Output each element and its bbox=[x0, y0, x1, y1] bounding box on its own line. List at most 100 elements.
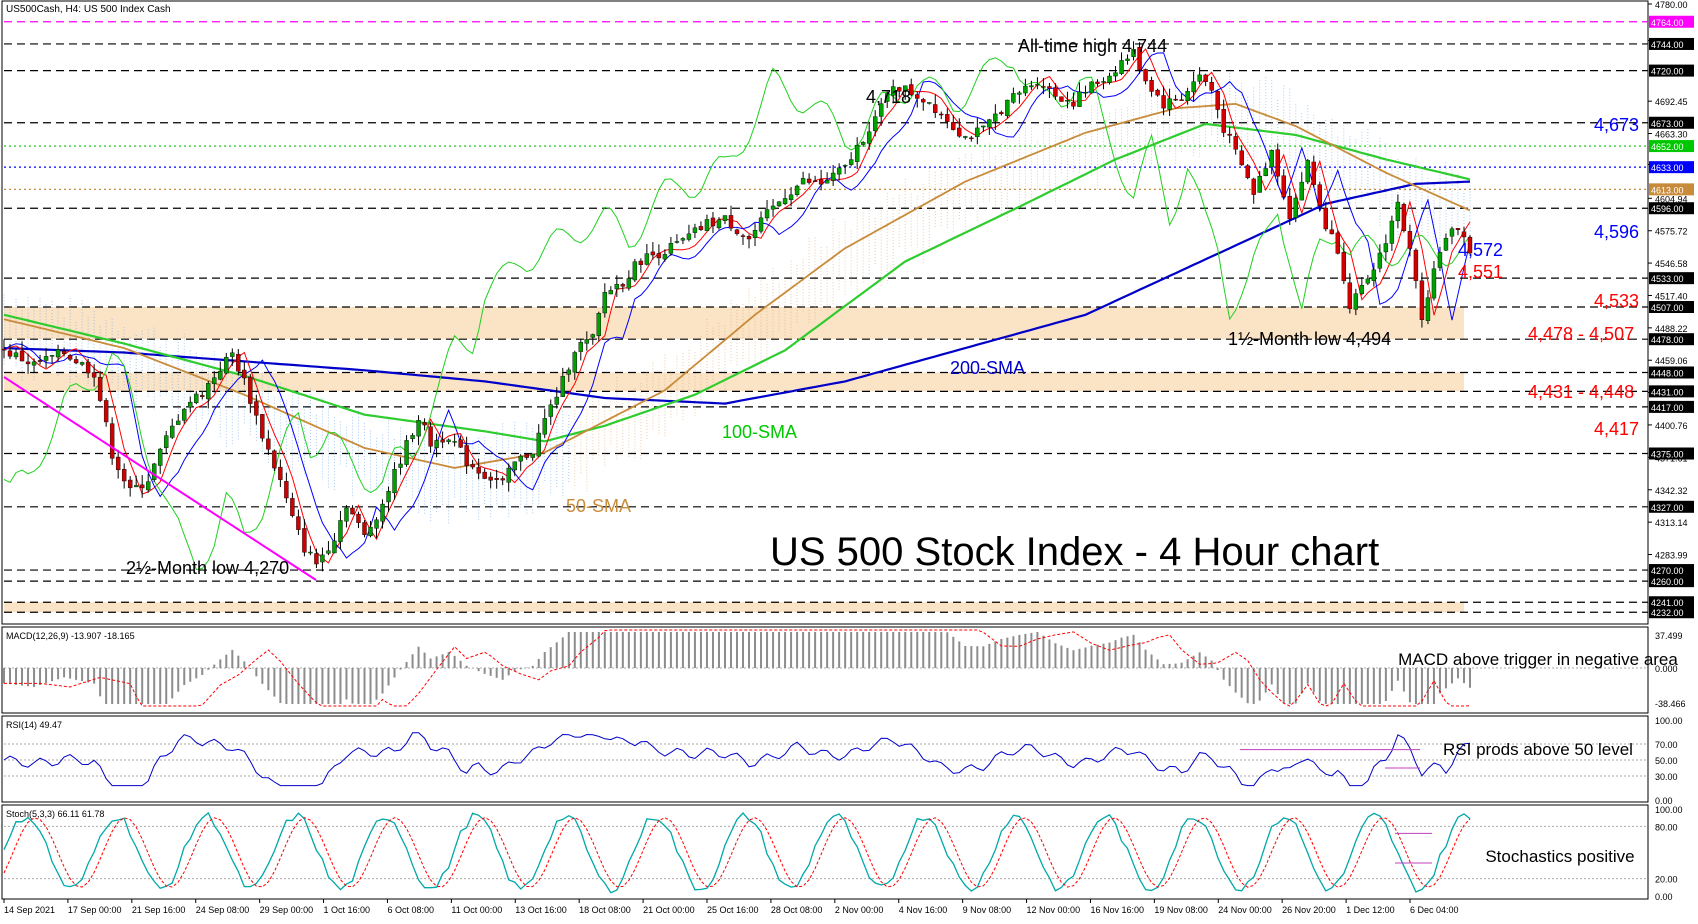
candle-body-124 bbox=[746, 236, 752, 240]
macd-note: MACD above trigger in negative area bbox=[1398, 650, 1678, 669]
candle-body-170 bbox=[1023, 85, 1028, 94]
candle-body-98 bbox=[590, 334, 596, 338]
candle-body-225 bbox=[1353, 293, 1359, 310]
candle-body-188 bbox=[1131, 49, 1136, 57]
date-label-0: 14 Sep 2021 bbox=[4, 905, 55, 915]
rsi-note: RSI prods above 50 level bbox=[1443, 740, 1633, 759]
trendline bbox=[3, 376, 317, 581]
candle-body-165 bbox=[993, 113, 998, 122]
candle-body-66 bbox=[398, 463, 403, 468]
candle-body-4 bbox=[25, 361, 31, 365]
candle-body-61 bbox=[368, 526, 373, 537]
candle-body-23 bbox=[139, 484, 145, 489]
candle-body-178 bbox=[1071, 102, 1076, 107]
level-tag-bg-18 bbox=[1649, 596, 1694, 609]
stoch-axis-label-1: 80.00 bbox=[1655, 822, 1678, 832]
level-tag-bg-5 bbox=[1649, 161, 1694, 174]
price-axis-label-12: 4400.76 bbox=[1655, 421, 1688, 431]
candle-body-53 bbox=[320, 554, 325, 563]
date-label-16: 12 Nov 00:00 bbox=[1027, 905, 1081, 915]
candle-body-146 bbox=[878, 103, 884, 117]
candle-body-69 bbox=[416, 420, 421, 437]
date-label-5: 1 Oct 16:00 bbox=[324, 905, 371, 915]
candle-body-40 bbox=[242, 369, 247, 379]
candle-body-131 bbox=[788, 194, 794, 200]
annotations: All-time high 4,744 4,718 4,673 4,596 4,… bbox=[126, 36, 1639, 578]
candle-body-106 bbox=[638, 260, 644, 265]
level-tag-bg-1 bbox=[1649, 37, 1694, 50]
candle-body-212 bbox=[1275, 149, 1280, 177]
rsi-line bbox=[3, 732, 1471, 787]
stoch-note: Stochastics positive bbox=[1485, 847, 1634, 866]
candle-body-190 bbox=[1143, 69, 1148, 82]
macd-label: MACD(12,26,9) -13.907 -18.165 bbox=[6, 631, 135, 641]
candle-body-123 bbox=[740, 235, 746, 237]
date-label-4: 29 Sep 00:00 bbox=[260, 905, 314, 915]
candle-body-134 bbox=[806, 178, 812, 183]
annotation-month-low-4494: 1½-Month low 4,494 bbox=[1228, 329, 1391, 349]
date-label-14: 4 Nov 16:00 bbox=[899, 905, 948, 915]
candle-body-228 bbox=[1371, 269, 1377, 281]
date-label-8: 13 Oct 16:00 bbox=[515, 905, 567, 915]
candle-body-6 bbox=[37, 360, 43, 362]
candle-body-150 bbox=[903, 85, 908, 92]
candle-body-242 bbox=[1455, 228, 1461, 230]
candle-body-49 bbox=[296, 516, 301, 530]
candle-body-243 bbox=[1461, 231, 1467, 238]
candle-body-125 bbox=[752, 229, 758, 239]
support-zones bbox=[4, 307, 1464, 613]
candle-body-1 bbox=[7, 350, 13, 357]
candle-body-208 bbox=[1251, 178, 1256, 195]
candle-body-218 bbox=[1311, 161, 1316, 185]
annotation-200-sma: 200-SMA bbox=[950, 358, 1025, 378]
candle-body-216 bbox=[1299, 181, 1304, 201]
date-label-7: 11 Oct 00:00 bbox=[451, 905, 502, 915]
candle-body-156 bbox=[939, 113, 944, 116]
level-tag-11: 4448.00 bbox=[1651, 368, 1684, 378]
candle-body-113 bbox=[680, 238, 686, 241]
candle-body-2 bbox=[13, 352, 19, 358]
candle-body-107 bbox=[644, 253, 650, 265]
candle-body-142 bbox=[854, 144, 860, 162]
candle-body-182 bbox=[1095, 81, 1100, 85]
candle-body-62 bbox=[374, 519, 379, 529]
candle-body-19 bbox=[115, 456, 121, 471]
candle-body-115 bbox=[692, 227, 698, 233]
candle-body-89 bbox=[536, 432, 541, 457]
candle-body-82 bbox=[494, 478, 499, 480]
candle-body-126 bbox=[758, 217, 764, 232]
candle-body-31 bbox=[188, 401, 193, 408]
candle-body-159 bbox=[957, 127, 962, 137]
macd-note-text: MACD above trigger in negative area bbox=[1398, 650, 1678, 669]
annotation-100-sma: 100-SMA bbox=[722, 422, 797, 442]
price-axis-label-9: 4488.22 bbox=[1655, 324, 1688, 334]
candle-body-45 bbox=[272, 450, 277, 469]
stoch-main-line bbox=[3, 811, 1471, 894]
candle-body-67 bbox=[404, 440, 409, 465]
candle-body-197 bbox=[1185, 91, 1190, 101]
candle-body-71 bbox=[428, 426, 433, 447]
candle-body-94 bbox=[566, 369, 571, 375]
level-tag-5: 4633.00 bbox=[1651, 163, 1684, 173]
level-tag-bg-15 bbox=[1649, 500, 1694, 513]
candle-body-100 bbox=[602, 291, 608, 314]
candle-body-121 bbox=[728, 215, 734, 229]
price-axis-label-16: 4283.99 bbox=[1655, 551, 1688, 561]
macd-indicator: 37.499 0.000 -38.466 bbox=[3, 629, 1686, 709]
candle-body-226 bbox=[1359, 285, 1365, 294]
candle-body-73 bbox=[440, 439, 445, 443]
price-axis-label-2: 4692.45 bbox=[1655, 97, 1688, 107]
candle-body-93 bbox=[560, 376, 565, 397]
candle-body-196 bbox=[1179, 99, 1184, 101]
level-tag-18: 4241.00 bbox=[1651, 598, 1684, 608]
candle-body-7 bbox=[43, 356, 49, 361]
candle-body-141 bbox=[848, 159, 854, 165]
candle-body-186 bbox=[1119, 60, 1124, 74]
level-tag-2: 4720.00 bbox=[1651, 67, 1684, 77]
level-tag-10: 4478.00 bbox=[1651, 335, 1684, 345]
candle-body-77 bbox=[464, 445, 469, 466]
level-tag-4: 4652.00 bbox=[1651, 142, 1684, 152]
candle-body-81 bbox=[488, 476, 493, 481]
macd-signal-line bbox=[4, 629, 1471, 707]
candle-body-151 bbox=[909, 84, 914, 96]
